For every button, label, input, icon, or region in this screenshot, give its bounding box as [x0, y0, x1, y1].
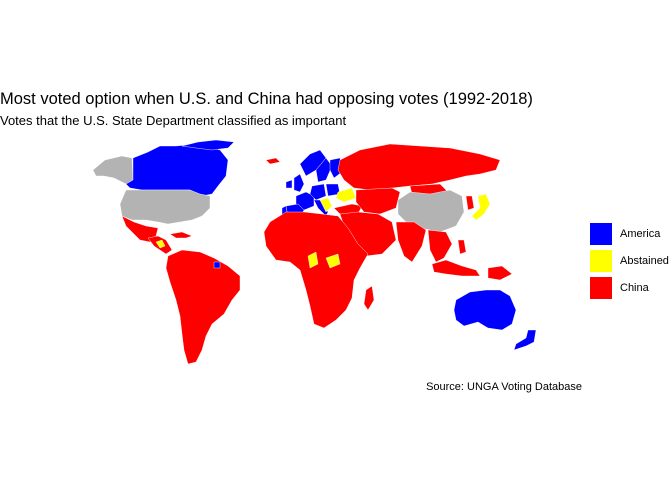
legend-item-america: America [590, 221, 670, 248]
region-honduras [155, 239, 166, 249]
legend-swatch-abstained [590, 250, 612, 272]
region-australia [453, 289, 517, 331]
map-legend: America Abstained China [590, 221, 670, 302]
region-indonesia [431, 259, 481, 277]
legend-item-abstained: Abstained [590, 248, 670, 275]
region-south-sudan [325, 253, 341, 269]
region-india [395, 221, 427, 263]
region-japan [471, 193, 491, 221]
legend-swatch-china [590, 277, 612, 299]
region-sweden [315, 157, 333, 183]
region-chad [307, 251, 319, 269]
region-balkans [319, 197, 333, 213]
region-new-zealand [513, 329, 537, 351]
region-alaska [92, 155, 134, 185]
legend-swatch-america [590, 223, 612, 245]
region-papua-new-guinea [487, 265, 513, 281]
region-cuba [169, 231, 193, 239]
region-germany [309, 183, 327, 201]
map-title: Most voted option when U.S. and China ha… [0, 90, 533, 108]
region-central-asia [355, 187, 401, 215]
region-china [397, 189, 465, 233]
legend-item-china: China [590, 275, 670, 302]
region-africa [263, 211, 369, 329]
region-ukraine [335, 187, 357, 203]
map-subtitle: Votes that the U.S. State Department cla… [0, 113, 347, 128]
source-caption: Source: UNGA Voting Database [426, 381, 582, 393]
region-greenland [181, 139, 235, 151]
region-united-kingdom [293, 173, 305, 193]
region-iceland [265, 157, 281, 165]
region-united-states [119, 189, 211, 225]
region-french-guiana [213, 261, 221, 269]
legend-label-abstained: Abstained [620, 255, 669, 267]
region-madagascar [363, 285, 375, 311]
region-italy [313, 199, 329, 217]
legend-label-china: China [620, 282, 649, 294]
region-canada [125, 143, 229, 197]
region-southeast-asia [427, 229, 453, 263]
region-south-america [165, 249, 241, 365]
region-finland [329, 157, 343, 179]
region-russia [337, 143, 501, 191]
region-turkey [333, 203, 363, 215]
legend-label-america: America [620, 228, 661, 240]
region-ireland [285, 179, 293, 189]
region-korea [465, 195, 475, 211]
region-philippines [457, 239, 467, 255]
region-france [295, 191, 315, 211]
